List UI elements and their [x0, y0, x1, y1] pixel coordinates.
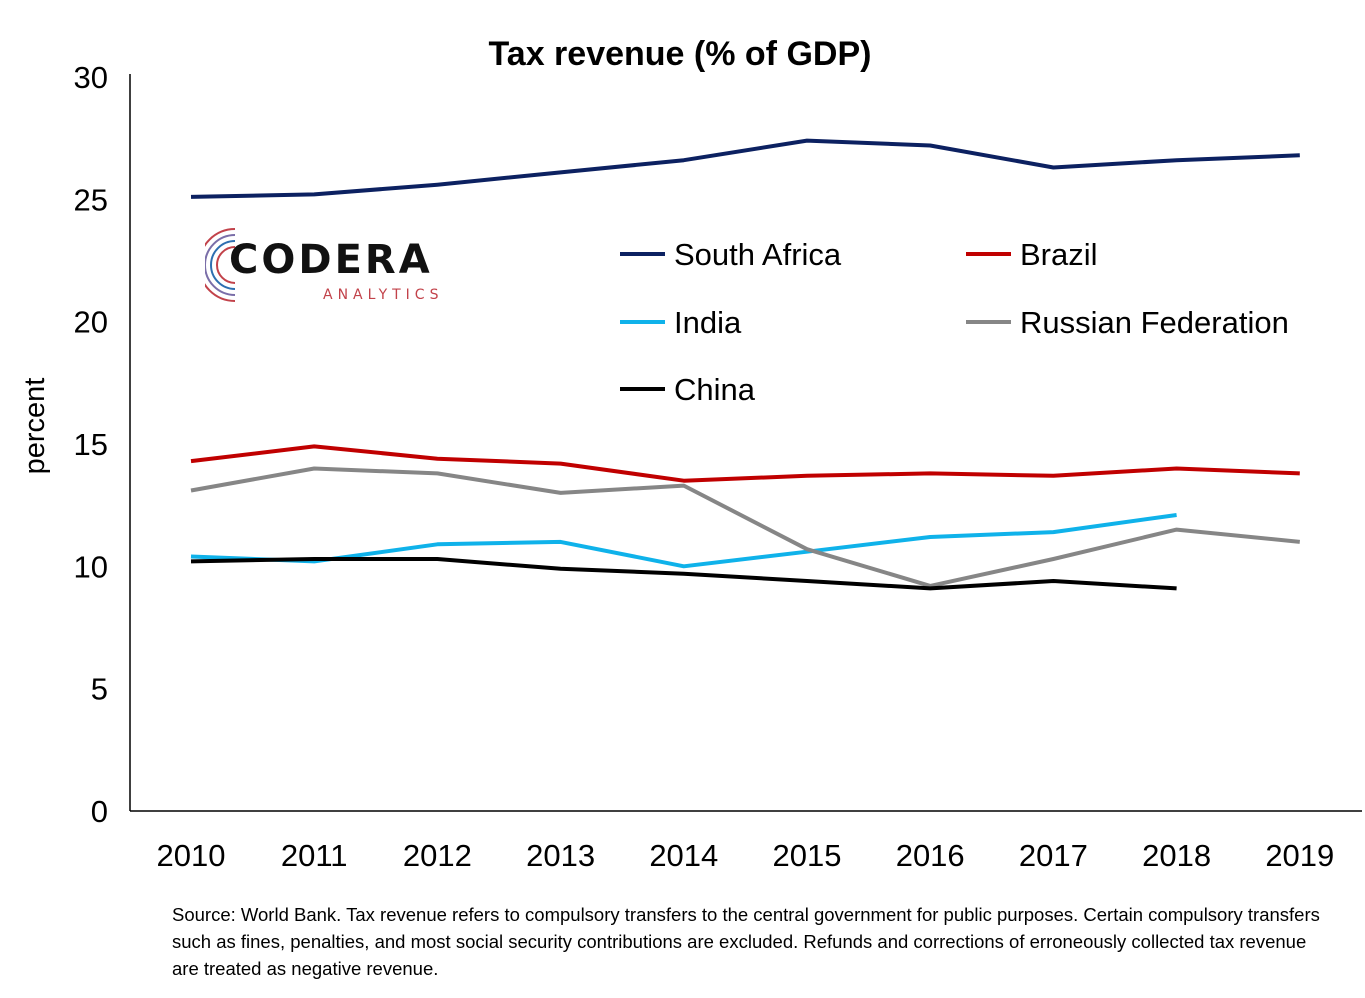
x-tick-label: 2011 — [281, 838, 348, 873]
series-line-south-africa — [190, 138, 1300, 199]
legend-label-brazil: Brazil — [1020, 237, 1098, 272]
y-axis-label: percent — [19, 378, 51, 475]
legend-label-china: China — [674, 372, 756, 407]
x-tick-label: 2010 — [157, 838, 226, 873]
axes: 0 5 10 15 20 25 30 2010 2011 2012 2013 2014 2015 2016… — [74, 60, 1362, 873]
legend-label-india: India — [674, 305, 742, 340]
series-lines — [190, 138, 1300, 591]
series-line-brazil — [190, 444, 1300, 483]
y-tick-label: 30 — [74, 60, 108, 95]
logo-wordmark: CODERA — [229, 237, 433, 283]
x-tick-label: 2014 — [649, 838, 718, 873]
series-line-china — [190, 557, 1177, 591]
series-line-india — [190, 513, 1177, 569]
x-tick-label: 2017 — [1019, 838, 1088, 873]
x-tick-label: 2019 — [1265, 838, 1334, 873]
series-line-russian-federation — [190, 466, 1300, 588]
y-tick-label: 5 — [91, 672, 108, 707]
y-tick-label: 0 — [91, 794, 108, 829]
x-tick-label: 2013 — [526, 838, 595, 873]
x-tick-label: 2012 — [403, 838, 472, 873]
legend: South Africa Brazil India Russian Federatio… — [620, 237, 1289, 407]
y-tick-label: 25 — [74, 182, 108, 217]
legend-label-south-africa: South Africa — [674, 237, 842, 272]
x-tick-label: 2016 — [896, 838, 965, 873]
chart-title: Tax revenue (% of GDP) — [489, 35, 872, 73]
y-tick-label: 15 — [74, 427, 108, 462]
codera-logo: CODERA ANALYTICS — [205, 225, 465, 307]
logo-subtitle: ANALYTICS — [323, 287, 444, 303]
x-tick-label: 2015 — [773, 838, 842, 873]
source-note: Source: World Bank. Tax revenue refers t… — [172, 904, 1320, 979]
y-tick-label: 20 — [74, 305, 108, 340]
y-tick-label: 10 — [74, 549, 108, 584]
x-tick-label: 2018 — [1142, 838, 1211, 873]
logo-mark-icon — [205, 228, 236, 302]
legend-label-russian-federation: Russian Federation — [1020, 305, 1289, 340]
